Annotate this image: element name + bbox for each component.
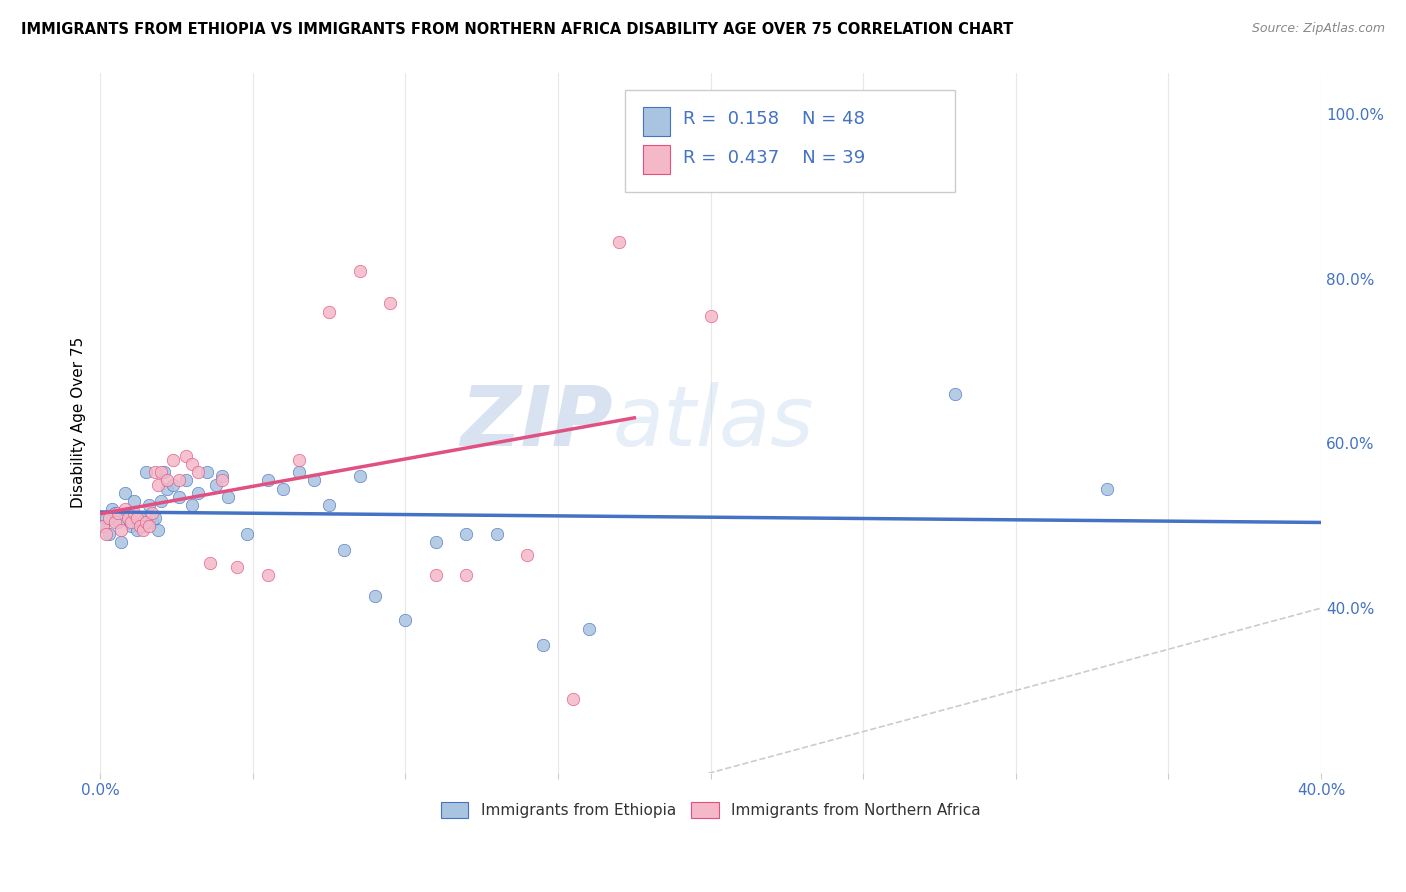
Point (271, 482, 294, 496)
Point (943, 387, 966, 401)
Bar (644, 145, 671, 175)
Point (578, 622, 600, 636)
Point (162, 477, 184, 491)
Point (141, 507, 163, 521)
Point (150, 465, 173, 479)
Point (257, 474, 280, 488)
Point (180, 498, 202, 512)
Point (132, 518, 155, 533)
Point (120, 518, 142, 533)
Point (349, 263, 371, 277)
Point (198, 556, 221, 570)
Point (107, 515, 129, 529)
Point (162, 453, 184, 467)
Point (98, 510, 121, 524)
Point (91, 518, 114, 533)
Point (205, 477, 228, 491)
Point (318, 498, 340, 512)
Point (217, 490, 239, 504)
Point (562, 691, 585, 706)
Point (117, 510, 139, 524)
Point (531, 638, 554, 652)
Point (125, 510, 148, 524)
Point (141, 515, 163, 529)
Point (169, 490, 191, 504)
Point (195, 465, 218, 479)
Point (318, 304, 340, 318)
Point (333, 543, 356, 558)
Text: IMMIGRANTS FROM ETHIOPIA VS IMMIGRANTS FROM NORTHERN AFRICA DISABILITY AGE OVER : IMMIGRANTS FROM ETHIOPIA VS IMMIGRANTS F… (21, 22, 1014, 37)
Point (257, 568, 280, 582)
Point (104, 507, 127, 521)
Point (128, 510, 150, 524)
Text: Source: ZipAtlas.com: Source: ZipAtlas.com (1251, 22, 1385, 36)
Point (364, 589, 387, 603)
FancyBboxPatch shape (626, 90, 955, 192)
Point (135, 515, 157, 529)
Point (156, 474, 179, 488)
Text: R =  0.158    N = 48: R = 0.158 N = 48 (682, 111, 865, 128)
Point (456, 527, 478, 541)
Point (146, 523, 169, 537)
Point (169, 474, 191, 488)
Point (187, 465, 209, 479)
Point (302, 474, 325, 488)
Point (91, 518, 114, 533)
Text: R =  0.437    N = 39: R = 0.437 N = 39 (682, 149, 865, 167)
Point (211, 474, 233, 488)
Point (150, 494, 173, 508)
Point (607, 235, 630, 249)
Point (114, 502, 136, 516)
Point (96, 510, 118, 524)
Point (146, 477, 169, 491)
Point (122, 494, 145, 508)
Point (1097, 482, 1119, 496)
Point (138, 518, 160, 533)
Point (143, 465, 166, 479)
Y-axis label: Disability Age Over 75: Disability Age Over 75 (72, 337, 86, 508)
Bar (644, 106, 671, 136)
Point (110, 523, 132, 537)
Point (174, 474, 197, 488)
Point (456, 568, 478, 582)
Text: atlas: atlas (613, 383, 814, 463)
Point (425, 535, 447, 549)
Point (485, 527, 508, 541)
Point (174, 449, 197, 463)
Point (425, 568, 447, 582)
Point (156, 482, 179, 496)
Point (101, 502, 124, 516)
Point (122, 507, 145, 521)
Point (153, 465, 176, 479)
Point (226, 560, 249, 574)
Point (117, 507, 139, 521)
Point (107, 507, 129, 521)
Point (104, 515, 127, 529)
Point (378, 296, 401, 310)
Legend: Immigrants from Ethiopia, Immigrants from Northern Africa: Immigrants from Ethiopia, Immigrants fro… (434, 797, 987, 824)
Point (211, 469, 233, 483)
Point (516, 548, 538, 562)
Point (349, 469, 371, 483)
Point (143, 510, 166, 524)
Point (110, 535, 132, 549)
Point (287, 453, 309, 467)
Point (96, 527, 118, 541)
Point (114, 486, 136, 500)
Point (138, 498, 160, 512)
Point (128, 518, 150, 533)
Point (135, 465, 157, 479)
Point (180, 457, 202, 471)
Point (287, 465, 309, 479)
Point (394, 614, 416, 628)
Point (699, 309, 721, 323)
Point (132, 523, 155, 537)
Point (125, 523, 148, 537)
Point (235, 527, 257, 541)
Point (98, 527, 121, 541)
Point (120, 515, 142, 529)
Text: ZIP: ZIP (460, 383, 613, 463)
Point (187, 486, 209, 500)
